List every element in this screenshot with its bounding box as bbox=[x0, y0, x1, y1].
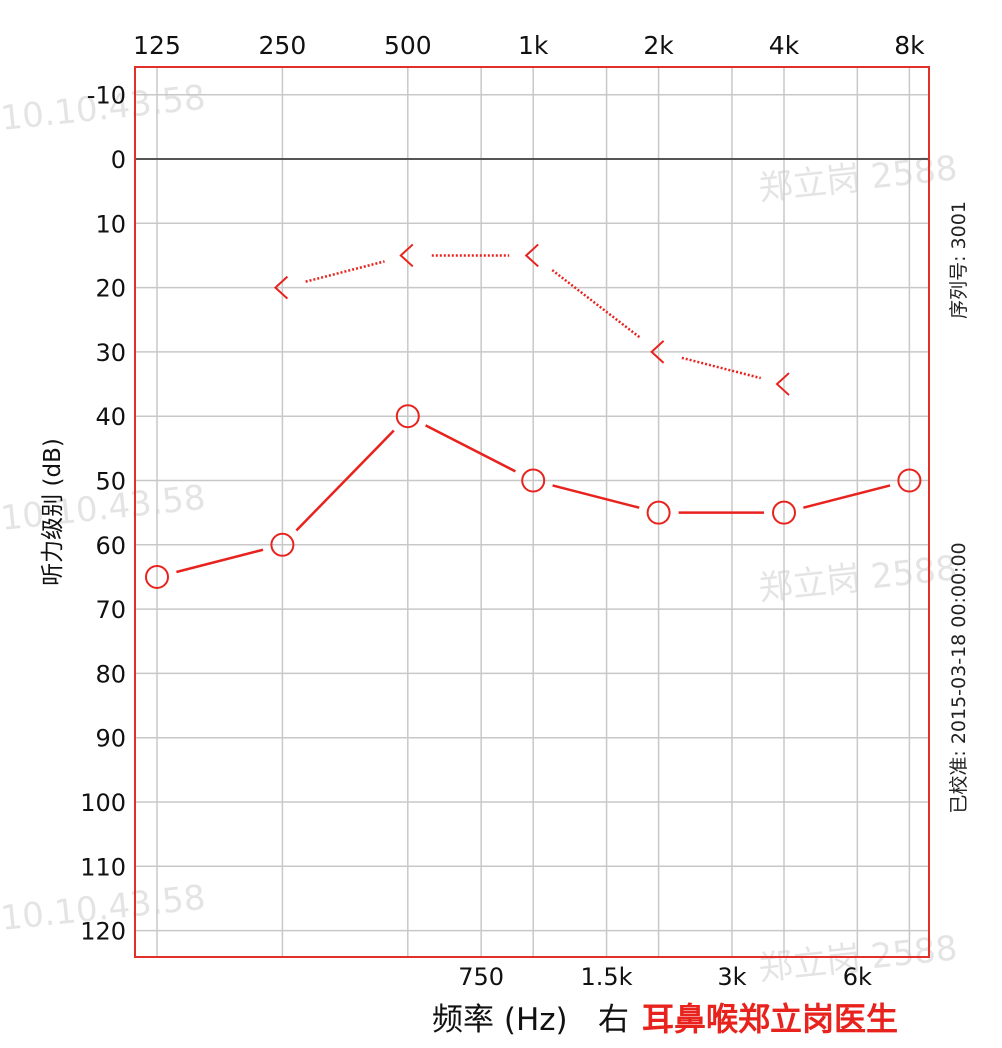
x-top-tick-label: 8k bbox=[894, 31, 925, 60]
x-top-tick-label: 2k bbox=[643, 31, 674, 60]
x-top-tick-label: 1k bbox=[518, 31, 549, 60]
circle-marker bbox=[521, 468, 546, 493]
brand-caption: 耳鼻喉郑立岗医生 bbox=[642, 1000, 898, 1038]
plot-frame bbox=[134, 66, 930, 958]
grid-layer bbox=[135, 67, 929, 957]
series-segment bbox=[425, 424, 516, 473]
x-axis-label: 频率 (Hz) bbox=[432, 1002, 568, 1038]
y-tick-label: 100 bbox=[80, 789, 126, 817]
series-segment bbox=[295, 429, 395, 532]
x-top-tick-label: 125 bbox=[133, 31, 181, 60]
series-segment bbox=[552, 484, 640, 509]
tick-layer: 125 250 500 1k 2k 4k 8k 750 1.5k 3k 6k -10 0 10 20 30 40… bbox=[80, 31, 925, 991]
series-segment bbox=[681, 356, 762, 380]
series-layer bbox=[145, 243, 922, 589]
y-tick-label: 70 bbox=[95, 596, 126, 624]
angle-left-marker bbox=[775, 372, 790, 396]
serial-number-label: 序列号: 3001 bbox=[948, 201, 970, 319]
series-segment bbox=[803, 484, 891, 509]
y-axis-label: 听力级别 (dB) bbox=[40, 438, 66, 586]
y-tick-label: 0 bbox=[111, 146, 126, 174]
y-tick-label: 10 bbox=[95, 210, 126, 238]
angle-left-marker bbox=[650, 340, 665, 364]
x-bottom-tick-label: 1.5k bbox=[581, 963, 633, 991]
circle-marker bbox=[646, 500, 671, 525]
y-tick-label: 90 bbox=[95, 725, 126, 753]
circle-marker bbox=[897, 468, 922, 493]
series-segment bbox=[176, 548, 264, 574]
circle-marker bbox=[145, 564, 169, 589]
y-tick-label: 20 bbox=[95, 275, 126, 303]
y-tick-label: 80 bbox=[95, 660, 126, 688]
bone-conduction-series bbox=[273, 243, 790, 396]
calibration-label: 已校准: 2015-03-18 00:00:00 bbox=[948, 542, 970, 813]
angle-left-marker bbox=[399, 243, 414, 268]
y-tick-label: 40 bbox=[95, 403, 126, 431]
y-tick-label: -10 bbox=[87, 82, 126, 110]
y-tick-label: 120 bbox=[80, 918, 126, 946]
circle-marker bbox=[772, 500, 796, 525]
series-segment bbox=[305, 260, 385, 283]
angle-left-marker bbox=[524, 243, 539, 268]
ear-side-label: 右 bbox=[598, 1002, 629, 1038]
x-bottom-tick-label: 750 bbox=[458, 963, 504, 991]
circle-marker bbox=[395, 404, 420, 429]
x-top-tick-label: 4k bbox=[769, 31, 800, 60]
air-conduction-series bbox=[145, 404, 922, 589]
circle-marker bbox=[270, 532, 295, 557]
y-tick-label: 50 bbox=[95, 468, 126, 496]
angle-left-marker bbox=[273, 275, 289, 300]
x-bottom-tick-label: 3k bbox=[717, 963, 746, 991]
watermark-layer: 10.10.43.58 10.10.43.58 10.10.43.58 郑立岗 … bbox=[0, 78, 959, 989]
y-tick-label: 60 bbox=[95, 532, 126, 560]
series-segment bbox=[551, 269, 641, 339]
y-tick-label: 30 bbox=[95, 339, 126, 367]
x-top-tick-label: 250 bbox=[259, 31, 307, 60]
y-tick-label: 110 bbox=[80, 853, 126, 881]
x-top-tick-label: 500 bbox=[384, 31, 432, 60]
x-bottom-tick-label: 6k bbox=[843, 963, 872, 991]
